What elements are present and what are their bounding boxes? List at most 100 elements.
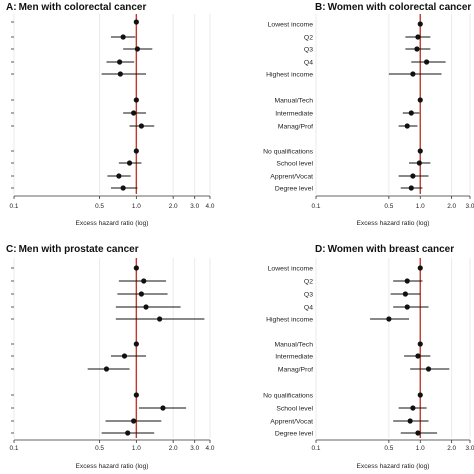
hazard-ratio-point <box>425 366 432 372</box>
x-tick-label: 3.0 <box>190 445 199 452</box>
panel-letter: D: <box>315 244 326 255</box>
x-tick-label: 2.0 <box>169 203 178 210</box>
hazard-ratio-point <box>415 430 421 436</box>
panel-title: C: Men with prostate cancer <box>6 244 139 255</box>
x-tick-label: 3.0 <box>466 203 474 210</box>
hazard-ratio-point <box>138 123 145 129</box>
x-axis-label: Excess hazard ratio (log) <box>76 220 149 227</box>
hazard-ratio-point <box>404 278 410 284</box>
x-tick-label: 2.0 <box>447 203 456 210</box>
hazard-ratio-point <box>415 34 421 40</box>
forest-panel-1: A: Men with colorectal cancer 0.1 0.5 1.0 2.0… <box>6 2 215 227</box>
row-label: Highest income <box>266 71 313 78</box>
hazard-ratio-point <box>120 185 126 191</box>
hazard-ratio-point <box>417 21 423 27</box>
hazard-ratio-point <box>417 341 423 347</box>
x-tick-label: 0.5 <box>95 203 104 210</box>
hazard-ratio-point <box>133 341 139 347</box>
hazard-ratio-point <box>415 353 421 359</box>
hazard-ratio-point <box>134 46 140 52</box>
forest-panel-2: B: Women with colorectal cancer 0.1 0.5 1.0 2… <box>263 2 474 227</box>
hazard-ratio-point <box>160 405 166 411</box>
hazard-ratio-point <box>417 148 423 154</box>
hazard-ratio-point <box>138 291 145 297</box>
hazard-ratio-point <box>120 34 126 40</box>
x-tick-label: 1.0 <box>416 445 425 452</box>
x-tick-label: 3.0 <box>190 203 199 210</box>
hazard-ratio-point <box>133 19 139 25</box>
panel-title-text: Women with colorectal cancer <box>328 2 472 13</box>
row-label: Degree level <box>275 185 314 192</box>
hazard-ratio-point <box>417 97 423 103</box>
row-label: School level <box>276 160 313 167</box>
row-label: Lowest income <box>268 265 314 272</box>
x-tick-label: 0.1 <box>312 203 321 210</box>
row-label: Q2 <box>304 34 313 41</box>
row-label: Manual/Tech <box>274 341 313 348</box>
panel-title: B: Women with colorectal cancer <box>315 2 471 13</box>
x-tick-label: 4.0 <box>206 445 215 452</box>
row-label: Q3 <box>304 46 313 53</box>
x-axis-label: Excess hazard ratio (log) <box>76 463 149 470</box>
hazard-ratio-point <box>410 405 416 411</box>
panel-letter: C: <box>6 244 17 255</box>
x-axis-label: Excess hazard ratio (log) <box>357 463 430 470</box>
hazard-ratio-point <box>410 173 416 179</box>
row-label: Degree level <box>275 430 314 437</box>
x-tick-label: 4.0 <box>206 203 215 210</box>
hazard-ratio-point <box>416 160 422 166</box>
x-tick-label: 1.0 <box>416 203 425 210</box>
hazard-ratio-point <box>133 392 139 398</box>
row-label: Apprent/Vocat <box>270 173 313 180</box>
row-label: Lowest income <box>268 21 314 28</box>
hazard-ratio-point <box>121 353 128 359</box>
row-label: School level <box>276 405 313 412</box>
hazard-ratio-point <box>408 185 414 191</box>
row-label: Apprent/Vocat <box>270 418 313 425</box>
hazard-ratio-point <box>410 71 416 77</box>
hazard-ratio-point <box>407 418 413 424</box>
x-tick-label: 2.0 <box>447 445 456 452</box>
panel-letter: A: <box>6 2 17 13</box>
row-label: Q4 <box>304 59 313 66</box>
hazard-ratio-point <box>103 366 110 372</box>
row-label: Manag/Prof <box>278 366 313 373</box>
row-label: Highest income <box>266 316 313 323</box>
x-tick-label: 0.5 <box>384 203 393 210</box>
x-axis-label: Excess hazard ratio (log) <box>357 220 430 227</box>
row-label: Q2 <box>304 278 313 285</box>
hazard-ratio-point <box>417 392 423 398</box>
hazard-ratio-point <box>404 123 410 129</box>
row-label: No qualifications <box>263 392 313 399</box>
hazard-ratio-point <box>408 110 414 116</box>
hazard-ratio-point <box>133 97 139 103</box>
hazard-ratio-point <box>417 265 423 271</box>
x-tick-label: 1.0 <box>132 445 141 452</box>
hazard-ratio-point <box>133 265 139 271</box>
forest-panel-4: D: Women with breast cancer 0.1 0.5 1.0 2.0 3.… <box>263 244 474 470</box>
forest-panel-3: C: Men with prostate cancer 0.1 0.5 1.0 2.0 3.… <box>6 244 215 470</box>
panel-title-text: Men with prostate cancer <box>19 244 139 255</box>
x-tick-label: 0.1 <box>10 203 19 210</box>
x-tick-label: 0.5 <box>95 445 104 452</box>
panel-title: A: Men with colorectal cancer <box>6 2 146 13</box>
row-label: Q4 <box>304 304 313 311</box>
hazard-ratio-point <box>131 110 137 116</box>
panel-letter: B: <box>315 2 326 13</box>
hazard-ratio-point <box>126 160 133 166</box>
row-label: Manag/Prof <box>278 123 313 130</box>
hazard-ratio-point <box>404 304 410 310</box>
hazard-ratio-point <box>133 148 139 154</box>
row-label: Q3 <box>304 291 313 298</box>
hazard-ratio-point <box>131 418 137 424</box>
hazard-ratio-point <box>141 278 147 284</box>
x-tick-label: 3.0 <box>466 445 474 452</box>
x-tick-label: 2.0 <box>169 445 178 452</box>
hazard-ratio-point <box>414 46 420 52</box>
hazard-ratio-point <box>125 430 131 436</box>
x-tick-label: 0.5 <box>384 445 393 452</box>
panel-title: D: Women with breast cancer <box>315 244 454 255</box>
hazard-ratio-point <box>157 316 163 322</box>
hazard-ratio-point <box>116 173 122 179</box>
